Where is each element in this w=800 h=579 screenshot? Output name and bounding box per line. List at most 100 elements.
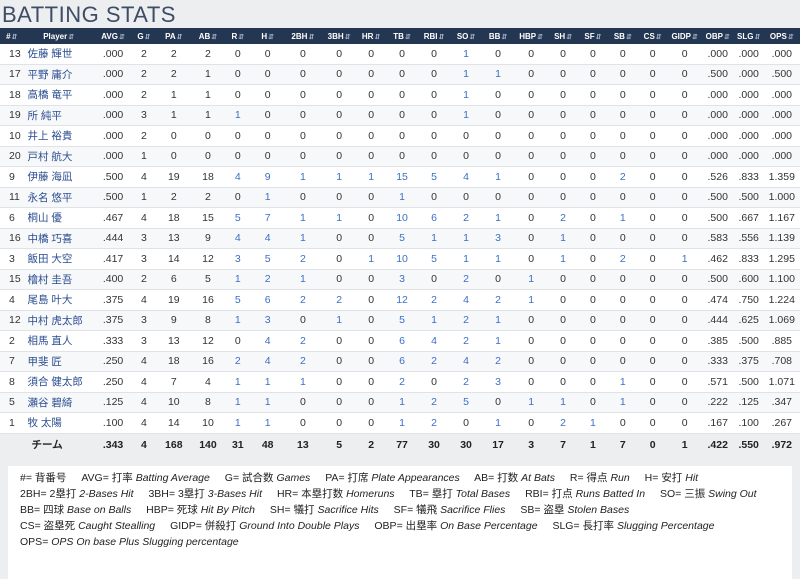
cell-h[interactable]: 1 — [251, 371, 284, 393]
cell-2bh[interactable]: 1 — [283, 371, 323, 393]
cell-sh[interactable]: 2 — [548, 207, 579, 229]
cell-2bh[interactable]: 1 — [283, 269, 323, 290]
sort-arrows-icon[interactable]: ⇵ — [501, 33, 508, 41]
column-header-ab[interactable]: AB⇵ — [191, 28, 224, 44]
cell-tb[interactable]: 10 — [386, 207, 419, 229]
cell-h[interactable]: 1 — [251, 392, 284, 413]
cell-2bh[interactable]: 2 — [283, 248, 323, 270]
player-name-cell[interactable]: 桐山 優 — [23, 207, 94, 229]
cell-2bh[interactable]: 2 — [283, 330, 323, 352]
cell-tb[interactable]: 1 — [386, 392, 419, 413]
cell-h[interactable]: 9 — [251, 166, 284, 188]
cell-r[interactable]: 2 — [223, 351, 252, 372]
sort-arrows-icon[interactable]: ⇵ — [692, 33, 698, 41]
cell-h[interactable]: 1 — [251, 187, 284, 208]
column-header-sb[interactable]: SB⇵ — [607, 28, 638, 44]
cell-so[interactable]: 4 — [450, 351, 483, 372]
cell-2bh[interactable]: 1 — [283, 166, 323, 188]
cell-bb[interactable]: 2 — [482, 289, 515, 311]
column-header-g[interactable]: G⇵ — [132, 28, 156, 44]
player-name-cell[interactable]: 瀬谷 碧綺 — [23, 392, 94, 413]
cell-rbi[interactable]: 1 — [418, 228, 451, 249]
cell-3bh[interactable]: 1 — [322, 166, 357, 188]
cell-h[interactable]: 6 — [251, 289, 284, 311]
cell-rbi[interactable]: 2 — [418, 351, 451, 372]
cell-rbi[interactable]: 2 — [418, 289, 451, 311]
cell-so[interactable]: 1 — [450, 105, 483, 126]
column-header-sh[interactable]: SH⇵ — [548, 28, 579, 44]
player-name-cell[interactable]: 伊藤 海凪 — [23, 166, 94, 188]
cell-sb[interactable]: 1 — [607, 371, 638, 393]
cell-sh[interactable]: 1 — [548, 392, 579, 413]
player-name-cell[interactable]: 檜村 圭吾 — [23, 269, 94, 290]
sort-arrows-icon[interactable]: ⇵ — [118, 33, 125, 41]
cell-bb[interactable]: 1 — [482, 330, 515, 352]
cell-r[interactable]: 3 — [223, 248, 252, 270]
cell-h[interactable]: 7 — [251, 207, 284, 229]
column-header-so[interactable]: SO⇵ — [450, 28, 483, 44]
column-header-player[interactable]: Player⇵ — [23, 28, 94, 44]
cell-bb[interactable]: 1 — [482, 248, 515, 270]
cell-sh[interactable]: 2 — [548, 412, 579, 434]
cell-bb[interactable]: 1 — [482, 412, 515, 434]
column-header-h[interactable]: H⇵ — [251, 28, 284, 44]
cell-hr[interactable]: 1 — [356, 166, 387, 188]
player-name-cell[interactable]: 須合 健太郎 — [23, 371, 94, 393]
cell-h[interactable]: 1 — [251, 412, 284, 434]
cell-rbi[interactable]: 2 — [418, 392, 451, 413]
cell-bb[interactable]: 3 — [482, 371, 515, 393]
sort-arrows-icon[interactable]: ⇵ — [625, 33, 632, 41]
cell-h[interactable]: 3 — [251, 310, 284, 331]
cell-r[interactable]: 1 — [223, 310, 252, 331]
column-header-tb[interactable]: TB⇵ — [386, 28, 419, 44]
player-name-cell[interactable]: 飯田 大空 — [23, 248, 94, 270]
column-header-number[interactable]: #⇵ — [0, 28, 24, 44]
column-header-hr[interactable]: HR⇵ — [356, 28, 387, 44]
cell-tb[interactable]: 5 — [386, 310, 419, 331]
cell-bb[interactable]: 3 — [482, 228, 515, 249]
cell-so[interactable]: 4 — [450, 166, 483, 188]
cell-so[interactable]: 2 — [450, 207, 483, 229]
cell-2bh[interactable]: 1 — [283, 207, 323, 229]
column-header-r[interactable]: R⇵ — [223, 28, 252, 44]
cell-sb[interactable]: 1 — [607, 392, 638, 413]
column-header-pa[interactable]: PA⇵ — [155, 28, 192, 44]
sort-arrows-icon[interactable]: ⇵ — [344, 33, 351, 41]
cell-r[interactable]: 1 — [223, 105, 252, 126]
sort-arrows-icon[interactable]: ⇵ — [655, 33, 662, 41]
sort-arrows-icon[interactable]: ⇵ — [469, 33, 476, 41]
sort-arrows-icon[interactable]: ⇵ — [595, 33, 602, 41]
cell-bb[interactable]: 1 — [482, 207, 515, 229]
sort-arrows-icon[interactable]: ⇵ — [438, 33, 445, 41]
player-name-cell[interactable]: 高橋 竜平 — [23, 84, 94, 106]
cell-h[interactable]: 2 — [251, 269, 284, 290]
player-name-cell[interactable]: 中橋 巧喜 — [23, 228, 94, 249]
cell-sb[interactable]: 2 — [607, 166, 638, 188]
player-name-cell[interactable]: 永名 悠平 — [23, 187, 94, 208]
cell-3bh[interactable]: 2 — [322, 289, 357, 311]
cell-h[interactable]: 4 — [251, 228, 284, 249]
cell-so[interactable]: 1 — [450, 248, 483, 270]
cell-sb[interactable]: 1 — [607, 207, 638, 229]
cell-r[interactable]: 4 — [223, 228, 252, 249]
cell-hbp[interactable]: 1 — [514, 392, 549, 413]
cell-3bh[interactable]: 1 — [322, 310, 357, 331]
cell-tb[interactable]: 1 — [386, 412, 419, 434]
player-name-cell[interactable]: 佐藤 輝世 — [23, 44, 94, 65]
cell-tb[interactable]: 6 — [386, 330, 419, 352]
cell-so[interactable]: 2 — [450, 269, 483, 290]
cell-sh[interactable]: 1 — [548, 248, 579, 270]
cell-rbi[interactable]: 5 — [418, 248, 451, 270]
cell-h[interactable]: 4 — [251, 330, 284, 352]
cell-tb[interactable]: 2 — [386, 371, 419, 393]
cell-so[interactable]: 1 — [450, 228, 483, 249]
sort-arrows-icon[interactable]: ⇵ — [537, 33, 543, 41]
sort-arrows-icon[interactable]: ⇵ — [238, 33, 245, 41]
cell-bb[interactable]: 1 — [482, 166, 515, 188]
sort-arrows-icon[interactable]: ⇵ — [404, 33, 411, 41]
cell-r[interactable]: 5 — [223, 289, 252, 311]
player-name-cell[interactable]: 所 純平 — [23, 105, 94, 126]
sort-arrows-icon[interactable]: ⇵ — [11, 33, 18, 41]
cell-tb[interactable]: 3 — [386, 269, 419, 290]
cell-tb[interactable]: 10 — [386, 248, 419, 270]
